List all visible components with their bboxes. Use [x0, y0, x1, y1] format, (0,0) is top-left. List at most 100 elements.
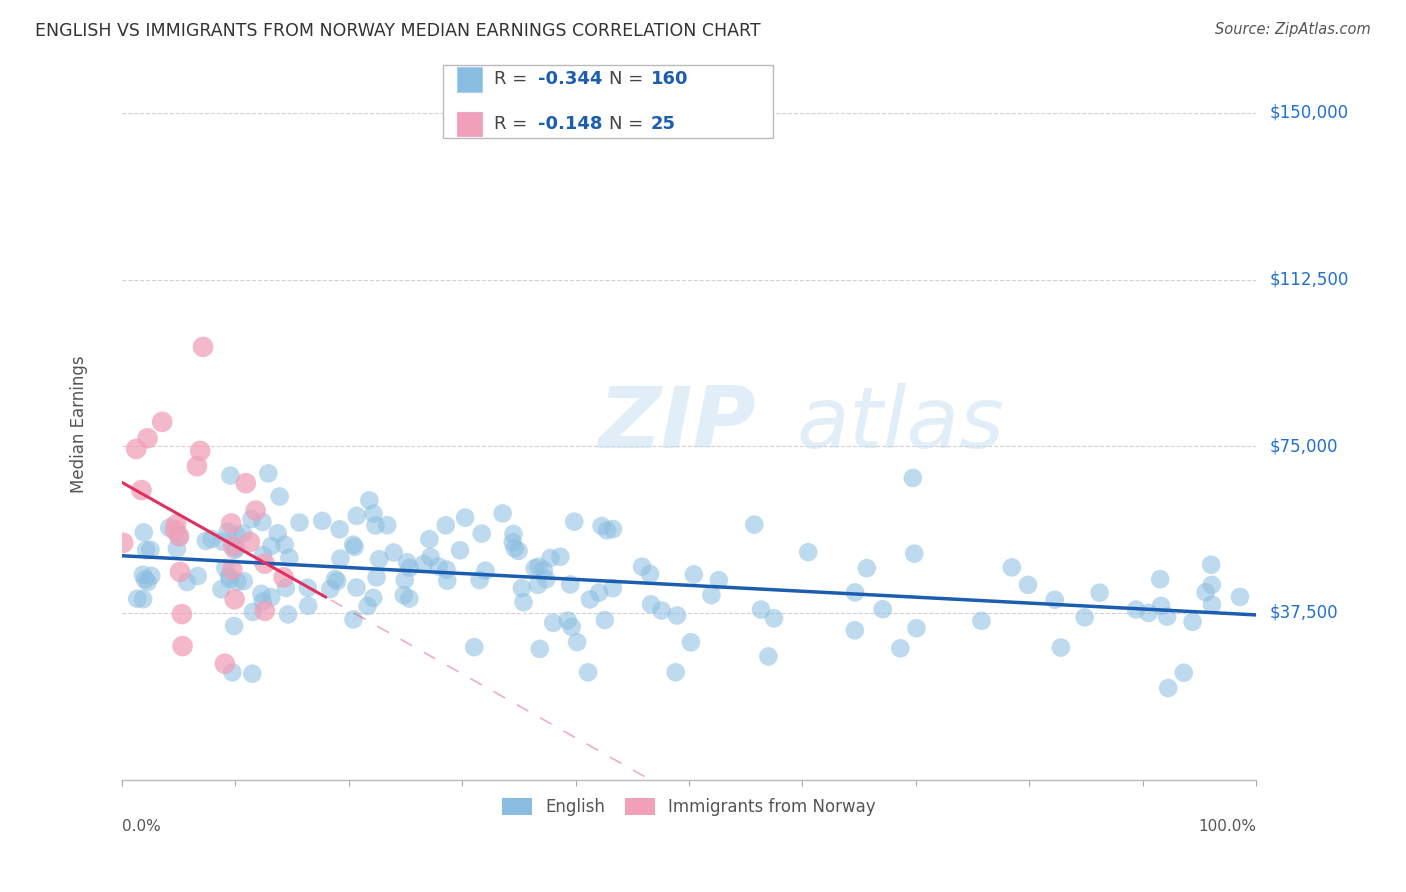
Point — [588, 585, 610, 599]
Point — [218, 573, 240, 587]
Point — [219, 468, 242, 483]
Point — [221, 665, 243, 680]
Point — [165, 517, 187, 532]
Point — [533, 563, 555, 577]
Point — [359, 493, 381, 508]
Text: R =: R = — [494, 115, 533, 133]
Point — [224, 592, 246, 607]
Point — [132, 592, 155, 607]
Point — [346, 508, 368, 523]
Point — [550, 549, 572, 564]
Text: Source: ZipAtlas.com: Source: ZipAtlas.com — [1215, 22, 1371, 37]
Point — [326, 574, 349, 588]
Point — [1137, 606, 1160, 620]
Point — [288, 516, 311, 530]
Point — [856, 561, 879, 575]
Point — [412, 557, 434, 571]
Point — [219, 516, 242, 531]
Point — [540, 551, 562, 566]
Point — [463, 640, 485, 655]
Point — [274, 538, 297, 552]
Point — [392, 588, 415, 602]
Point — [201, 532, 224, 546]
Point — [665, 665, 688, 680]
Point — [1017, 578, 1039, 592]
Point — [529, 642, 551, 657]
Point — [523, 561, 546, 575]
Point — [277, 607, 299, 622]
Point — [274, 581, 297, 595]
Text: atlas: atlas — [797, 383, 1005, 466]
Point — [329, 522, 352, 536]
Point — [257, 467, 280, 481]
Point — [1201, 598, 1223, 612]
Point — [436, 563, 458, 577]
Point — [1125, 602, 1147, 616]
Point — [398, 591, 420, 606]
Point — [561, 620, 583, 634]
Point — [176, 575, 198, 590]
Point — [139, 542, 162, 557]
Text: Median Earnings: Median Earnings — [69, 355, 87, 493]
Point — [232, 526, 254, 541]
Point — [707, 573, 730, 587]
Point — [396, 555, 419, 569]
Point — [901, 471, 924, 485]
Point — [186, 459, 208, 474]
Point — [541, 615, 564, 630]
Point — [579, 592, 602, 607]
Point — [468, 573, 491, 587]
Text: 160: 160 — [651, 70, 689, 88]
Point — [375, 518, 398, 533]
Point — [889, 641, 911, 656]
Point — [323, 572, 346, 586]
Point — [682, 567, 704, 582]
Point — [602, 581, 624, 595]
Point — [872, 602, 894, 616]
Point — [436, 574, 458, 588]
Point — [631, 559, 654, 574]
Text: 100.0%: 100.0% — [1198, 819, 1257, 834]
Point — [342, 612, 364, 626]
Point — [252, 515, 274, 529]
Point — [150, 415, 173, 429]
Point — [329, 551, 352, 566]
Point — [593, 613, 616, 627]
Point — [361, 591, 384, 605]
Point — [382, 545, 405, 559]
Point — [363, 507, 385, 521]
Text: $37,500: $37,500 — [1270, 604, 1339, 622]
Point — [418, 532, 440, 546]
Point — [454, 510, 477, 524]
Point — [278, 550, 301, 565]
Point — [527, 559, 550, 574]
Point — [394, 573, 416, 587]
Point — [565, 635, 588, 649]
Point — [226, 574, 249, 589]
Point — [763, 611, 786, 625]
Text: R =: R = — [494, 70, 533, 88]
Point — [905, 621, 928, 635]
Point — [214, 561, 236, 575]
Text: ENGLISH VS IMMIGRANTS FROM NORWAY MEDIAN EARNINGS CORRELATION CHART: ENGLISH VS IMMIGRANTS FROM NORWAY MEDIAN… — [35, 22, 761, 40]
Point — [502, 535, 524, 549]
Point — [557, 614, 579, 628]
Text: -0.344: -0.344 — [538, 70, 603, 88]
Point — [209, 582, 232, 597]
Point — [749, 602, 772, 616]
Text: $112,500: $112,500 — [1270, 270, 1350, 289]
Point — [1199, 558, 1222, 572]
Point — [221, 563, 243, 577]
Point — [364, 518, 387, 533]
Point — [311, 514, 333, 528]
Point — [474, 564, 496, 578]
Point — [651, 603, 673, 617]
Point — [1043, 592, 1066, 607]
Point — [560, 577, 582, 591]
Point — [141, 569, 163, 583]
Point — [127, 591, 149, 606]
Point — [112, 535, 135, 549]
Point — [267, 526, 290, 541]
Point — [562, 515, 585, 529]
Point — [449, 543, 471, 558]
